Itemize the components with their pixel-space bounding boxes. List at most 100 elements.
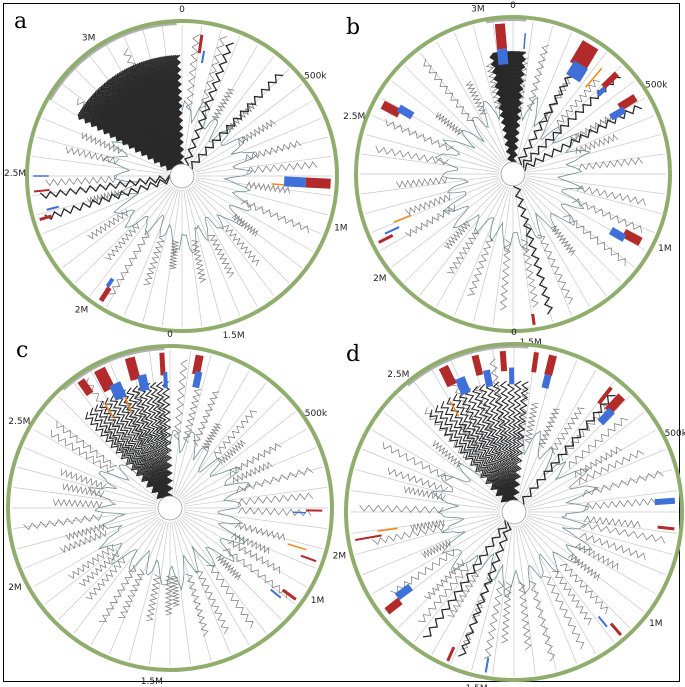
zigzag-ray bbox=[222, 224, 260, 267]
zigzag-ray bbox=[201, 423, 222, 451]
coverage-trace bbox=[87, 426, 251, 591]
spoke-line bbox=[109, 520, 165, 655]
position-tick-label: 3M bbox=[471, 5, 485, 15]
position-tick-label: 0 bbox=[179, 5, 185, 15]
zigzag-ray bbox=[60, 468, 107, 490]
feature-mark-blue bbox=[105, 277, 115, 288]
zigzag-fan-ray bbox=[434, 405, 510, 502]
highlight-arc bbox=[61, 346, 165, 391]
spoke-line bbox=[183, 509, 327, 529]
spoke-line bbox=[32, 428, 159, 502]
zigzag-ray bbox=[447, 570, 480, 617]
zigzag-ray bbox=[443, 220, 471, 250]
zigzag-ray bbox=[550, 225, 576, 256]
panel-letter: c bbox=[16, 338, 28, 363]
spoke-line bbox=[173, 521, 212, 661]
zigzag-ray bbox=[560, 563, 608, 615]
zigzag-ray bbox=[229, 442, 282, 477]
zigzag-ray bbox=[465, 80, 487, 115]
zigzag-ray bbox=[583, 515, 641, 528]
zigzag-ray bbox=[578, 450, 645, 485]
position-tick-label: 2M bbox=[333, 552, 347, 562]
spoke-line bbox=[514, 187, 534, 326]
feature-mark-red bbox=[597, 386, 613, 405]
spoke-line bbox=[32, 155, 169, 175]
spoke-line bbox=[365, 134, 500, 171]
spoke-line bbox=[450, 524, 509, 664]
spoke-line bbox=[23, 513, 158, 569]
zigzag-ray bbox=[424, 559, 465, 600]
feature-mark-red bbox=[354, 534, 382, 541]
spoke-line bbox=[58, 517, 161, 620]
zigzag-fan-ray bbox=[85, 411, 165, 499]
position-tick-label: 2.5M bbox=[4, 169, 26, 179]
feature-mark-blue bbox=[283, 176, 307, 188]
feature-mark-red bbox=[300, 554, 317, 563]
feature-mark-red bbox=[617, 94, 638, 111]
spoke-line bbox=[61, 184, 172, 269]
spoke-line bbox=[526, 134, 661, 171]
zigzag-fan-ray bbox=[155, 381, 173, 497]
zigzag-ray bbox=[164, 575, 174, 616]
zigzag-fan-ray bbox=[506, 380, 518, 501]
zigzag-ray bbox=[410, 519, 445, 532]
zigzag-ray bbox=[404, 486, 446, 502]
feature-mark-red bbox=[657, 525, 675, 531]
zigzag-ray bbox=[108, 230, 150, 295]
feature-mark-blue bbox=[455, 376, 471, 396]
feature-mark-red bbox=[33, 188, 50, 193]
spoke-line bbox=[391, 80, 503, 166]
feature-mark-blue bbox=[192, 370, 203, 389]
feature-mark-red bbox=[499, 350, 508, 372]
zigzag-ray bbox=[423, 58, 475, 122]
spoke-line bbox=[123, 188, 177, 316]
spoke-line bbox=[454, 32, 508, 162]
spoke-line bbox=[17, 466, 157, 505]
spoke-line bbox=[380, 97, 502, 168]
feature-mark-red bbox=[380, 100, 402, 118]
panel-letter: a bbox=[14, 9, 27, 34]
spoke-line bbox=[183, 487, 327, 507]
zigzag-ray bbox=[432, 440, 463, 468]
zigzag-ray bbox=[550, 407, 585, 455]
zigzag-ray bbox=[424, 407, 471, 459]
feature-mark-orange bbox=[287, 543, 307, 551]
zigzag-ray bbox=[206, 565, 254, 629]
spoke-line bbox=[397, 395, 505, 503]
spoke-line bbox=[519, 524, 578, 664]
spoke-line bbox=[397, 521, 505, 629]
spoke-line bbox=[519, 360, 578, 500]
position-tick-label: 1.5M bbox=[223, 331, 245, 341]
zigzag-highlight-ray bbox=[422, 519, 508, 638]
zigzag-ray bbox=[218, 439, 246, 465]
feature-mark-blue bbox=[566, 60, 589, 83]
feature-mark-red bbox=[471, 354, 484, 376]
feature-mark-red bbox=[39, 214, 52, 221]
zigzag-ray bbox=[501, 581, 513, 644]
zigzag-fan-ray bbox=[114, 391, 168, 497]
zigzag-fan-ray bbox=[499, 380, 517, 501]
spoke-line bbox=[404, 183, 504, 283]
zigzag-ray bbox=[85, 556, 126, 600]
spoke-line bbox=[526, 175, 665, 195]
feature-mark-blue bbox=[46, 205, 59, 211]
highlight-arc bbox=[47, 21, 177, 101]
zigzag-ray bbox=[521, 239, 539, 308]
zigzag-ray bbox=[67, 544, 114, 579]
coverage-trace bbox=[431, 430, 600, 598]
zigzag-ray bbox=[132, 385, 154, 443]
spoke-line bbox=[42, 117, 170, 171]
zigzag-ray bbox=[230, 532, 270, 555]
spoke-line bbox=[517, 525, 557, 671]
zigzag-ray bbox=[538, 408, 560, 449]
zigzag-ray bbox=[523, 402, 539, 444]
zigzag-highlight-ray bbox=[39, 174, 171, 200]
spoke-line bbox=[181, 514, 308, 588]
spoke-line bbox=[436, 41, 507, 163]
feature-mark-red bbox=[124, 356, 141, 381]
spoke-line bbox=[524, 97, 646, 168]
spoke-line bbox=[419, 52, 505, 164]
zigzag-ray bbox=[155, 393, 168, 441]
spoke-line bbox=[524, 520, 645, 613]
spoke-line bbox=[371, 179, 501, 233]
